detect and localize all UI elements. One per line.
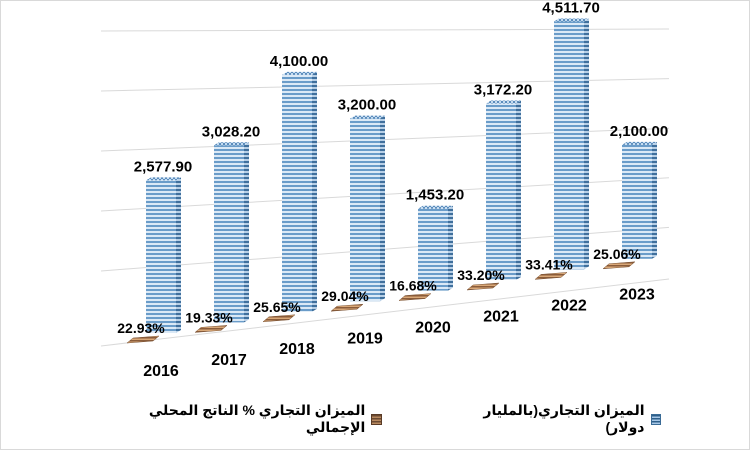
gdp-share-bar — [398, 293, 432, 301]
trade-balance-value-label: 3,200.00 — [338, 97, 396, 114]
trade-balance-bar — [214, 145, 244, 323]
legend-label-trade-balance: الميزان التجاري(بالمليار دولار) — [483, 402, 645, 435]
gdp-share-value-label: 29.04% — [321, 288, 369, 304]
legend: الميزان التجاري(بالمليار دولار) الميزان … — [101, 402, 661, 435]
gdp-share-bar — [534, 272, 568, 280]
gdp-share-bar — [126, 335, 160, 344]
legend-item-trade-balance: الميزان التجاري(بالمليار دولار) — [452, 402, 661, 436]
trade-balance-chart: 2,577.90 22.93% 2016 3,028.20 19.33% 2017 4,10… — [100, 1, 670, 380]
bars-layer — [126, 18, 657, 344]
trade-balance-bar-side — [584, 18, 589, 270]
trade-balance-bar-top — [418, 205, 453, 209]
trade-balance-bar-side — [380, 115, 385, 302]
year-tick-label: 2018 — [279, 341, 315, 358]
trade-balance-bar — [554, 21, 584, 270]
legend-swatch-gdp-share — [371, 413, 382, 425]
year-tick-label: 2019 — [347, 330, 383, 347]
trade-balance-value-label: 2,100.00 — [610, 123, 668, 140]
trade-balance-bar — [350, 118, 380, 302]
floor-back-edge — [100, 278, 670, 347]
trade-balance-value-label: 1,453.20 — [406, 187, 464, 204]
legend-item-gdp-share: الميزان التجاري % الناتج المحلي الإجمالي — [101, 402, 382, 436]
trade-balance-bar-top — [282, 71, 317, 75]
trade-balance-bar-top — [622, 141, 657, 145]
gdp-share-value-label: 25.06% — [593, 246, 641, 262]
trade-balance-value-label: 4,511.70 — [542, 1, 600, 17]
gdp-share-value-label: 22.93% — [117, 320, 165, 336]
year-tick-label: 2023 — [619, 287, 655, 304]
gdp-share-bar — [194, 325, 228, 333]
year-tick-label: 2017 — [211, 352, 247, 369]
trade-balance-bar-side — [448, 205, 453, 291]
gdp-share-bar — [330, 303, 364, 312]
trade-balance-bar-side — [516, 100, 521, 280]
gdp-share-bar — [262, 314, 296, 323]
year-tick-label: 2020 — [415, 319, 451, 336]
labels-layer: 2,577.90 22.93% 2016 3,028.20 19.33% 2017 4,10… — [117, 1, 668, 380]
gdp-share-bar — [466, 282, 500, 291]
trade-balance-value-label: 3,172.20 — [474, 81, 532, 98]
gdp-share-value-label: 33.20% — [457, 267, 505, 283]
trade-balance-bar — [486, 103, 516, 280]
trade-balance-value-label: 2,577.90 — [134, 158, 192, 175]
trade-balance-bar — [622, 144, 652, 259]
trade-balance-bar-top — [486, 100, 521, 104]
gdp-share-value-label: 19.33% — [185, 309, 233, 325]
trade-balance-bar-side — [652, 141, 657, 259]
year-tick-label: 2021 — [483, 309, 519, 326]
legend-swatch-trade-balance — [650, 413, 661, 425]
trade-balance-bar-top — [350, 115, 385, 119]
trade-balance-bar — [282, 74, 312, 312]
gdp-share-value-label: 16.68% — [389, 278, 437, 294]
trade-balance-bar-side — [312, 71, 317, 312]
year-tick-label: 2016 — [143, 363, 179, 380]
trade-balance-bar-top — [146, 177, 181, 181]
trade-balance-bar — [146, 180, 176, 333]
trade-balance-bar-top — [214, 142, 249, 146]
year-tick-label: 2022 — [551, 298, 587, 315]
trade-balance-bar — [418, 208, 448, 291]
trade-balance-value-label: 4,100.00 — [270, 53, 328, 70]
gdp-share-bar — [602, 261, 636, 270]
trade-balance-value-label: 3,028.20 — [202, 123, 260, 140]
trade-balance-bar-top — [554, 18, 589, 22]
gdp-share-value-label: 33.41% — [525, 256, 573, 272]
gdp-share-value-label: 25.65% — [253, 299, 301, 315]
legend-label-gdp-share: الميزان التجاري % الناتج المحلي الإجمالي — [148, 402, 366, 435]
trade-balance-bar-side — [244, 142, 249, 323]
trade-balance-bar-side — [176, 177, 181, 333]
